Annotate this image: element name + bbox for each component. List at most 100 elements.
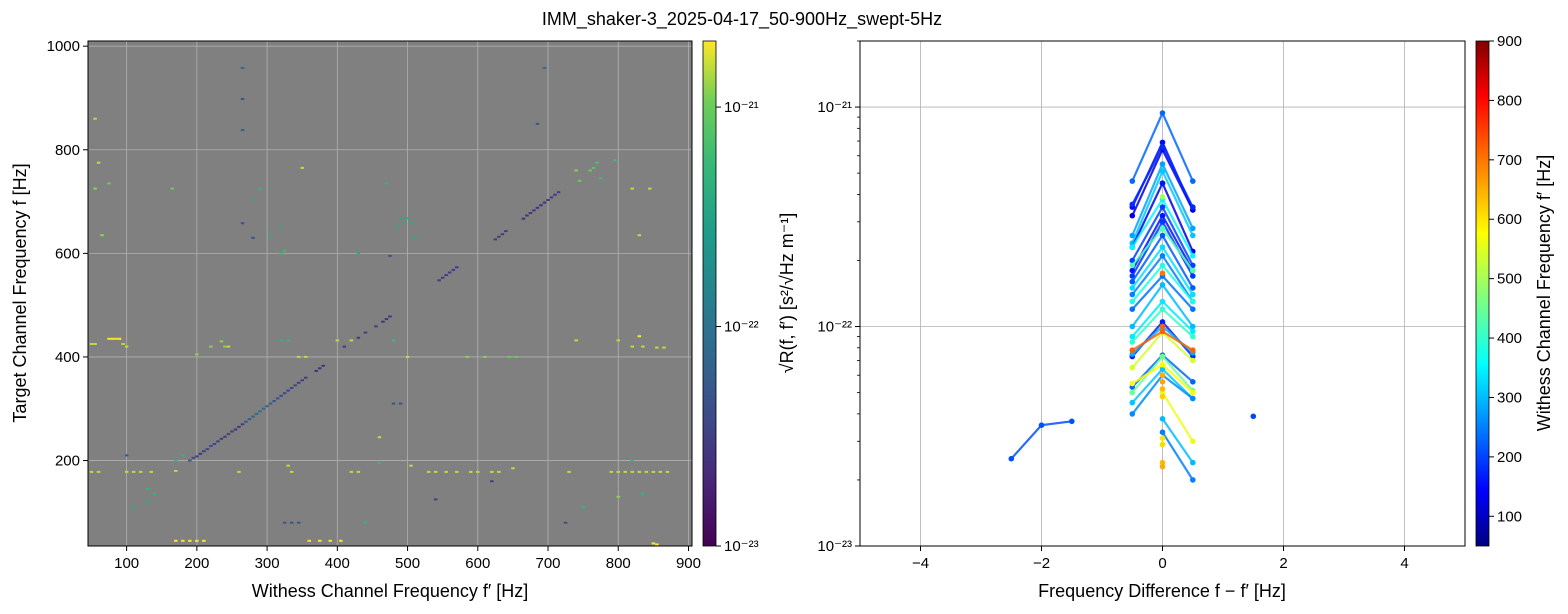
heatmap-cell: [412, 236, 417, 239]
heatmap-cell: [289, 470, 294, 473]
heatmap-cell: [240, 423, 245, 426]
heatmap-cell: [451, 268, 455, 271]
heatmap-cell: [188, 459, 192, 462]
heatmap-cell: [377, 462, 382, 465]
heatmap-cell: [511, 467, 515, 470]
scatter-point: [1159, 379, 1166, 385]
heatmap-cell: [93, 187, 97, 190]
heatmap-colorbar-tick-label: 10⁻²³: [724, 538, 759, 555]
heatmap-cell: [226, 345, 231, 348]
series-point: [1159, 204, 1166, 210]
heatmap-cell: [426, 470, 431, 473]
series-point: [1190, 232, 1196, 239]
heatmap-cell: [237, 470, 241, 473]
series-point: [1190, 459, 1196, 466]
heatmap-x-tick-label: 200: [184, 555, 209, 572]
heatmap-cell: [609, 470, 613, 473]
series-point: [1129, 333, 1136, 340]
heatmap-cell: [318, 367, 322, 370]
series-point: [1129, 399, 1136, 406]
heatmap-cell: [440, 276, 445, 279]
heatmap-frame: [87, 40, 693, 547]
heatmap-cell: [107, 182, 111, 185]
heatmap-cell: [556, 191, 561, 194]
heatmap-cell: [191, 456, 196, 459]
heatmap-cell: [198, 452, 203, 455]
heatmap-cell: [623, 470, 627, 473]
heatmap-cell: [535, 206, 540, 209]
heatmap-cell: [209, 345, 213, 348]
heatmap-cell: [96, 161, 101, 164]
series-point: [1159, 306, 1166, 313]
figure-title: IMM_shaker-3_2025-04-17_50-900Hz_swept-5…: [542, 9, 942, 30]
heatmap-grid: [88, 41, 692, 546]
heatmap-cell: [279, 394, 283, 397]
heatmap-cell: [124, 454, 129, 457]
series-point: [1190, 306, 1196, 313]
heatmap-y-tick-label: 400: [55, 349, 80, 366]
heatmap-cell: [153, 493, 157, 496]
heatmap-cell: [444, 274, 448, 277]
heatmap-cell: [651, 470, 656, 473]
series-point: [1190, 333, 1196, 340]
heatmap-cell: [339, 539, 343, 542]
heatmap-cell: [588, 169, 592, 172]
heatmap-cell: [254, 412, 259, 415]
heatmap-cell: [230, 430, 234, 433]
scatter-point: [1159, 194, 1166, 200]
scatter-point: [1159, 386, 1166, 392]
heatmap-cell: [409, 222, 413, 225]
heatmap-cell: [563, 521, 568, 524]
heatmap-cell: [532, 209, 536, 212]
heatmap-cell: [223, 345, 227, 348]
series-point: [1190, 204, 1196, 210]
heatmap-cell: [356, 252, 361, 255]
heatmap-cell: [630, 345, 634, 348]
line-panel: −4 −2 0 2 4 10⁻²³ 10⁻²² 10⁻²¹ Frequency Differ…: [817, 40, 1466, 601]
heatmap-cell: [188, 539, 192, 542]
heatmap-cell: [258, 410, 262, 413]
heatmap-cell: [233, 428, 238, 431]
heatmap-cell: [272, 400, 276, 402]
heatmap-cell: [131, 470, 136, 473]
heatmap-cell: [433, 498, 438, 501]
heatmap-cell: [286, 389, 290, 392]
heatmap-cell: [630, 187, 634, 190]
heatmap-cell: [202, 450, 206, 453]
series-point: [1159, 253, 1166, 259]
line-colorbar-tick-label: 900: [1497, 33, 1522, 50]
heatmap-cell: [216, 440, 220, 443]
heatmap-cell: [490, 480, 494, 483]
series-point: [1159, 168, 1166, 174]
heatmap-cell: [476, 470, 480, 473]
heatmap-cell: [567, 470, 571, 473]
heatmap-cell: [349, 470, 354, 473]
heatmap-cell: [261, 407, 266, 410]
scatter-point: [1159, 180, 1166, 186]
line-colorbar-tick-label: 600: [1497, 211, 1522, 228]
heatmap-cell: [124, 470, 129, 473]
heatmap-cell: [107, 337, 111, 340]
heatmap-cell: [377, 436, 382, 439]
line-colorbar-tick-label: 500: [1497, 271, 1522, 288]
heatmap-cell: [483, 355, 487, 358]
heatmap-cell: [539, 204, 543, 207]
scatter-point: [1250, 413, 1257, 420]
line-y-ticks: 10⁻²³ 10⁻²² 10⁻²¹: [817, 40, 860, 555]
heatmap-cell: [93, 117, 97, 120]
heatmap-cell: [145, 488, 150, 490]
heatmap-colorbar-tick-label: 10⁻²²: [724, 319, 759, 336]
heatmap-colorbar-tick-label: 10⁻²¹: [724, 99, 759, 116]
heatmap-cell: [658, 470, 663, 473]
scatter-point: [1159, 270, 1166, 277]
heatmap-cell: [205, 448, 210, 451]
heatmap-x-tick-label: 600: [465, 555, 490, 572]
heatmap-cell: [121, 343, 125, 345]
heatmap-cell: [507, 355, 512, 358]
heatmap-cell: [374, 325, 378, 328]
series-point: [1190, 225, 1196, 232]
series-point: [1190, 267, 1196, 274]
heatmap-cell: [279, 252, 283, 255]
heatmap-x-tick-label: 700: [536, 555, 561, 572]
